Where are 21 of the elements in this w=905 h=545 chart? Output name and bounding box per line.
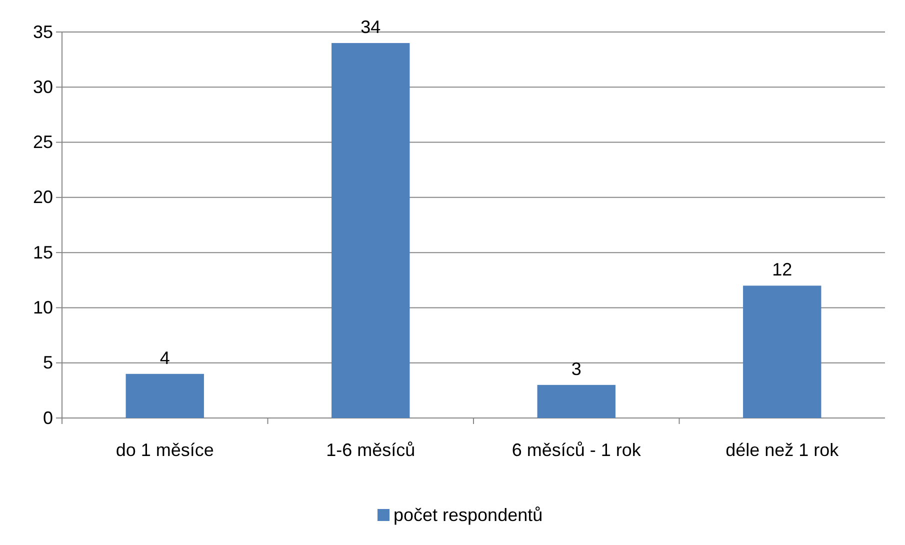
- y-tick-label: 15: [32, 242, 53, 262]
- x-tick-label: do 1 měsíce: [116, 440, 214, 460]
- y-tick-label: 25: [32, 132, 53, 152]
- data-label: 34: [360, 17, 381, 38]
- data-label: 12: [772, 260, 792, 280]
- y-tick-label: 0: [42, 408, 53, 428]
- bar: [332, 43, 410, 418]
- y-tick-label: 20: [32, 187, 53, 208]
- data-label: 4: [160, 348, 170, 368]
- x-tick-label: déle než 1 rok: [726, 440, 840, 460]
- y-tick-label: 30: [32, 76, 53, 97]
- data-label: 3: [571, 358, 582, 379]
- x-tick-label: 1-6 měsíců: [326, 440, 416, 460]
- bar: [126, 374, 204, 418]
- y-tick-label: 10: [32, 297, 53, 318]
- y-tick-label: 35: [32, 22, 53, 42]
- bar: [743, 286, 822, 418]
- y-tick-label: 5: [42, 352, 53, 373]
- legend-label: počet respondentů: [394, 505, 543, 525]
- bar: [537, 384, 616, 418]
- x-tick-label: 6 měsíců - 1 rok: [512, 440, 642, 460]
